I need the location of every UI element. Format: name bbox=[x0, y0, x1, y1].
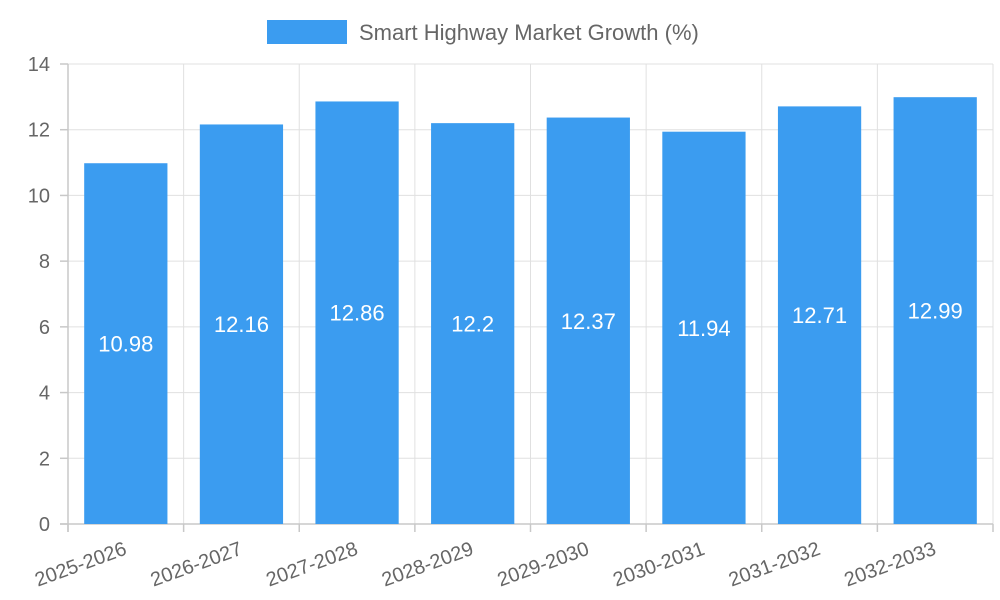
y-tick-label: 8 bbox=[39, 251, 50, 273]
bars bbox=[84, 97, 977, 525]
y-tick-label: 14 bbox=[28, 54, 50, 76]
x-tick-label: 2028-2029 bbox=[379, 538, 476, 591]
bar bbox=[662, 131, 746, 524]
x-axis-ticks: 2025-2026 2026-2027 2027-2028 2028-2029 2029… bbox=[32, 538, 939, 591]
y-tick-label: 6 bbox=[39, 317, 50, 339]
x-tick-label: 2030-2031 bbox=[610, 538, 707, 591]
bar-value-label: 12.37 bbox=[561, 309, 616, 334]
y-tick-label: 4 bbox=[39, 383, 50, 405]
y-tick-label: 2 bbox=[39, 448, 50, 470]
x-tick-label: 2031-2032 bbox=[726, 538, 823, 591]
bar-value-label: 12.71 bbox=[792, 303, 847, 328]
y-tick-label: 0 bbox=[39, 514, 50, 536]
legend-label: Smart Highway Market Growth (%) bbox=[359, 20, 699, 45]
bar bbox=[546, 117, 630, 525]
x-tick-label: 2032-2033 bbox=[841, 538, 938, 591]
bar bbox=[315, 101, 399, 524]
bar bbox=[431, 123, 515, 525]
data-labels: 10.98 12.16 12.86 12.2 12.37 11.94 12.71 12.99 bbox=[98, 299, 962, 357]
bar-value-label: 12.2 bbox=[451, 312, 494, 337]
x-tick-label: 2029-2030 bbox=[495, 538, 592, 591]
bar-value-label: 11.94 bbox=[677, 316, 730, 341]
legend-swatch bbox=[267, 20, 347, 44]
bar-value-label: 10.98 bbox=[98, 332, 153, 357]
legend: Smart Highway Market Growth (%) bbox=[267, 20, 699, 45]
x-tick-label: 2026-2027 bbox=[148, 538, 245, 591]
bar-value-label: 12.99 bbox=[908, 299, 963, 324]
y-tick-label: 12 bbox=[28, 120, 50, 142]
bar bbox=[84, 163, 168, 524]
x-tick-label: 2027-2028 bbox=[263, 538, 360, 591]
x-tick-label: 2025-2026 bbox=[32, 538, 129, 591]
bar bbox=[777, 106, 862, 524]
y-axis-ticks: 0 2 4 6 8 10 12 14 bbox=[28, 54, 50, 536]
bar bbox=[199, 124, 284, 524]
bar bbox=[893, 97, 977, 524]
y-tick-label: 10 bbox=[28, 185, 50, 207]
bar-value-label: 12.86 bbox=[330, 301, 385, 326]
bar-value-label: 12.16 bbox=[214, 312, 269, 337]
